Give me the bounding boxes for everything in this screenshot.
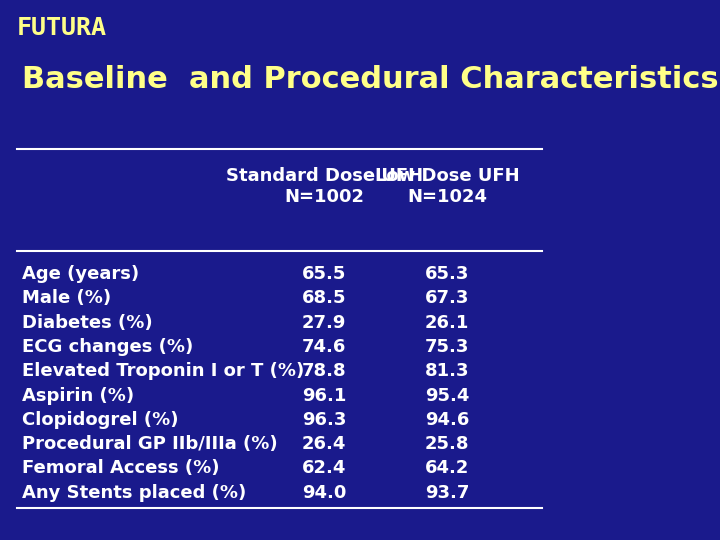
Text: Elevated Troponin I or T (%): Elevated Troponin I or T (%) (22, 362, 305, 380)
Text: 65.5: 65.5 (302, 265, 346, 283)
Text: ECG changes (%): ECG changes (%) (22, 338, 194, 356)
Text: 26.1: 26.1 (425, 314, 469, 332)
Text: 74.6: 74.6 (302, 338, 346, 356)
Text: Male (%): Male (%) (22, 289, 112, 307)
Text: 27.9: 27.9 (302, 314, 346, 332)
Text: 96.3: 96.3 (302, 411, 346, 429)
Text: 94.0: 94.0 (302, 484, 346, 502)
Text: FUTURA: FUTURA (17, 16, 107, 40)
Text: 62.4: 62.4 (302, 460, 346, 477)
Text: 96.1: 96.1 (302, 387, 346, 404)
Text: 68.5: 68.5 (302, 289, 346, 307)
Text: Diabetes (%): Diabetes (%) (22, 314, 153, 332)
Text: 64.2: 64.2 (425, 460, 469, 477)
Text: Low Dose UFH
N=1024: Low Dose UFH N=1024 (375, 167, 520, 206)
Text: 25.8: 25.8 (425, 435, 469, 453)
Text: Baseline  and Procedural Characteristics: Baseline and Procedural Characteristics (22, 65, 719, 94)
Text: Procedural GP IIb/IIIa (%): Procedural GP IIb/IIIa (%) (22, 435, 278, 453)
Text: 93.7: 93.7 (425, 484, 469, 502)
Text: Any Stents placed (%): Any Stents placed (%) (22, 484, 247, 502)
Text: Standard Dose UFH
N=1002: Standard Dose UFH N=1002 (225, 167, 423, 206)
Text: 75.3: 75.3 (425, 338, 469, 356)
Text: 26.4: 26.4 (302, 435, 346, 453)
Text: Femoral Access (%): Femoral Access (%) (22, 460, 220, 477)
Text: 78.8: 78.8 (302, 362, 346, 380)
Text: Clopidogrel (%): Clopidogrel (%) (22, 411, 179, 429)
Text: Age (years): Age (years) (22, 265, 140, 283)
Text: 95.4: 95.4 (425, 387, 469, 404)
Text: 81.3: 81.3 (425, 362, 469, 380)
Text: Aspirin (%): Aspirin (%) (22, 387, 135, 404)
Text: 65.3: 65.3 (425, 265, 469, 283)
Text: 67.3: 67.3 (425, 289, 469, 307)
Text: 94.6: 94.6 (425, 411, 469, 429)
